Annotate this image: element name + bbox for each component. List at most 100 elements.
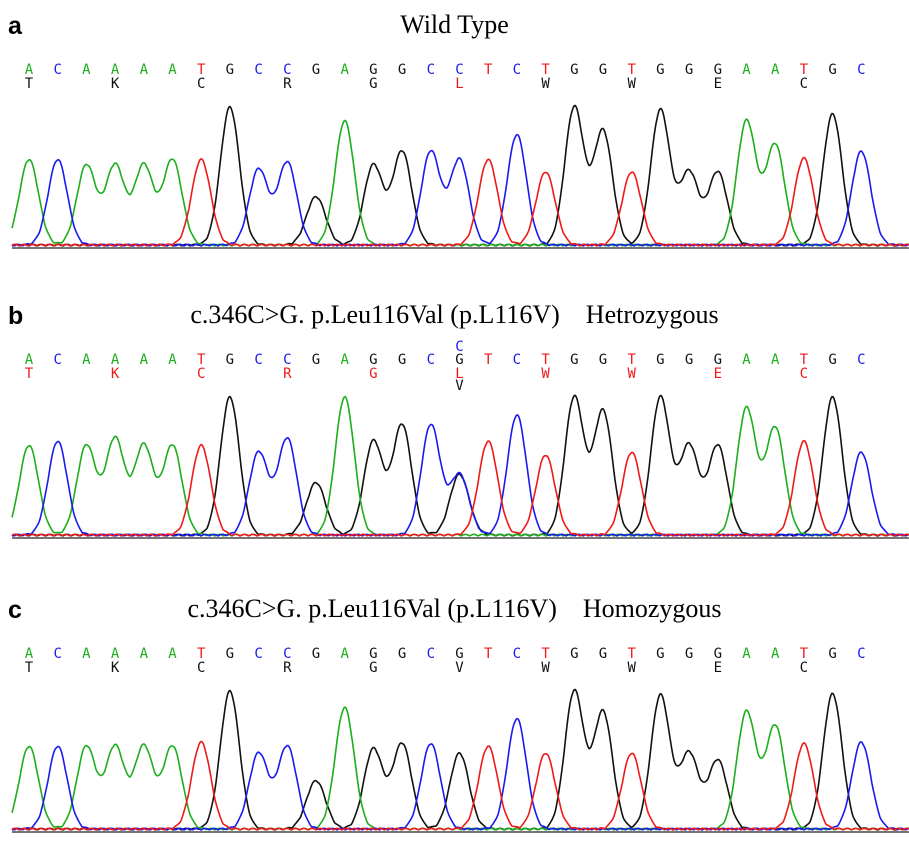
trace-a: [11, 706, 909, 831]
base-call: A: [340, 352, 349, 368]
base-call: G: [656, 646, 664, 662]
amino-acid-label: C: [800, 660, 808, 676]
base-call: C: [283, 646, 291, 662]
base-call: G: [685, 62, 693, 78]
trace-a: [11, 395, 909, 537]
amino-acid-label: T: [25, 76, 34, 92]
base-call: G: [312, 62, 320, 78]
base-call: C: [513, 62, 521, 78]
base-call: T: [627, 62, 636, 78]
base-call: T: [541, 646, 550, 662]
base-call: A: [82, 646, 91, 662]
base-call: A: [742, 646, 751, 662]
base-call: A: [340, 646, 349, 662]
base-call: A: [340, 62, 349, 78]
base-call: G: [570, 646, 578, 662]
alternate-amino-acid-label: V: [455, 378, 464, 394]
base-call: T: [484, 352, 493, 368]
panel-label-a: a: [8, 12, 22, 40]
base-call: A: [140, 352, 149, 368]
base-call: T: [484, 646, 493, 662]
base-call: G: [599, 62, 607, 78]
amino-acid-label: K: [111, 366, 120, 382]
base-call: A: [111, 646, 120, 662]
base-call: A: [168, 62, 177, 78]
base-call: A: [111, 62, 120, 78]
base-call: T: [627, 352, 636, 368]
base-call: T: [484, 62, 493, 78]
base-call: G: [599, 352, 607, 368]
amino-acid-label: E: [714, 366, 722, 382]
base-call: A: [771, 352, 780, 368]
amino-acid-label: E: [714, 76, 722, 92]
amino-acid-label: C: [197, 76, 205, 92]
base-call: G: [685, 646, 693, 662]
base-call: G: [369, 352, 377, 368]
base-call: C: [455, 62, 463, 78]
base-call: G: [714, 352, 722, 368]
base-call: C: [254, 352, 262, 368]
amino-acid-label: E: [714, 660, 722, 676]
amino-acid-label: W: [541, 366, 550, 382]
base-call: C: [427, 352, 435, 368]
base-call: A: [771, 62, 780, 78]
base-call: G: [656, 62, 664, 78]
trace-t: [11, 439, 909, 537]
base-call: C: [513, 646, 521, 662]
base-call: G: [312, 646, 320, 662]
base-call: C: [283, 352, 291, 368]
base-call: G: [714, 62, 722, 78]
amino-acid-label: G: [369, 660, 377, 676]
amino-acid-label: C: [197, 366, 205, 382]
base-call: A: [771, 646, 780, 662]
amino-acid-label: C: [800, 76, 808, 92]
base-call: C: [53, 62, 61, 78]
base-call: C: [513, 352, 521, 368]
base-call: A: [140, 62, 149, 78]
amino-acid-label: W: [627, 76, 636, 92]
trace-t: [11, 740, 909, 831]
amino-acid-label: W: [541, 660, 550, 676]
panel-label-c: c: [8, 596, 22, 624]
amino-acid-label: K: [111, 76, 120, 92]
base-call: C: [427, 62, 435, 78]
base-call: G: [656, 352, 664, 368]
base-call: G: [828, 62, 836, 78]
amino-acid-label: K: [111, 660, 120, 676]
base-call: T: [541, 62, 550, 78]
panel-title-b: c.346C>G. p.Leu116Val (p.L116V) Hetrozyg…: [190, 300, 719, 329]
amino-acid-label: G: [369, 76, 377, 92]
base-call: T: [800, 646, 809, 662]
base-call: C: [427, 646, 435, 662]
base-call: A: [82, 62, 91, 78]
base-call: C: [283, 62, 291, 78]
amino-acid-label: C: [197, 660, 205, 676]
trace-g: [11, 104, 909, 247]
base-call: C: [254, 646, 262, 662]
amino-acid-label: R: [283, 660, 292, 676]
base-call: A: [168, 352, 177, 368]
amino-acid-label: T: [25, 366, 34, 382]
panel-b: b c.346C>G. p.Leu116Val (p.L116V) Hetroz…: [0, 290, 909, 550]
base-call: G: [714, 646, 722, 662]
base-call: T: [541, 352, 550, 368]
base-call: G: [226, 646, 234, 662]
base-call: A: [168, 646, 177, 662]
trace-a: [11, 118, 909, 247]
chromatogram-c: A C A A A A T G C C G A G G C G T C T G G T G G G A A T G CT K C R G V W W E C: [11, 646, 909, 833]
base-call: G: [570, 352, 578, 368]
base-call: G: [455, 646, 463, 662]
base-call: G: [369, 62, 377, 78]
base-call: A: [25, 62, 34, 78]
base-call: T: [800, 352, 809, 368]
trace-g: [11, 394, 909, 537]
base-call: G: [570, 62, 578, 78]
amino-acid-label: L: [455, 366, 463, 382]
base-call: G: [828, 646, 836, 662]
panel-title-c: c.346C>G. p.Leu116Val (p.L116V) Homozygo…: [187, 594, 722, 623]
chromatogram-b: A C A A A A T G C C G A G G C G T C T G G T G G G A A T G CCT K C R G L W W E…: [11, 339, 909, 539]
base-call: A: [742, 352, 751, 368]
base-call: A: [742, 62, 751, 78]
base-call: A: [25, 352, 34, 368]
